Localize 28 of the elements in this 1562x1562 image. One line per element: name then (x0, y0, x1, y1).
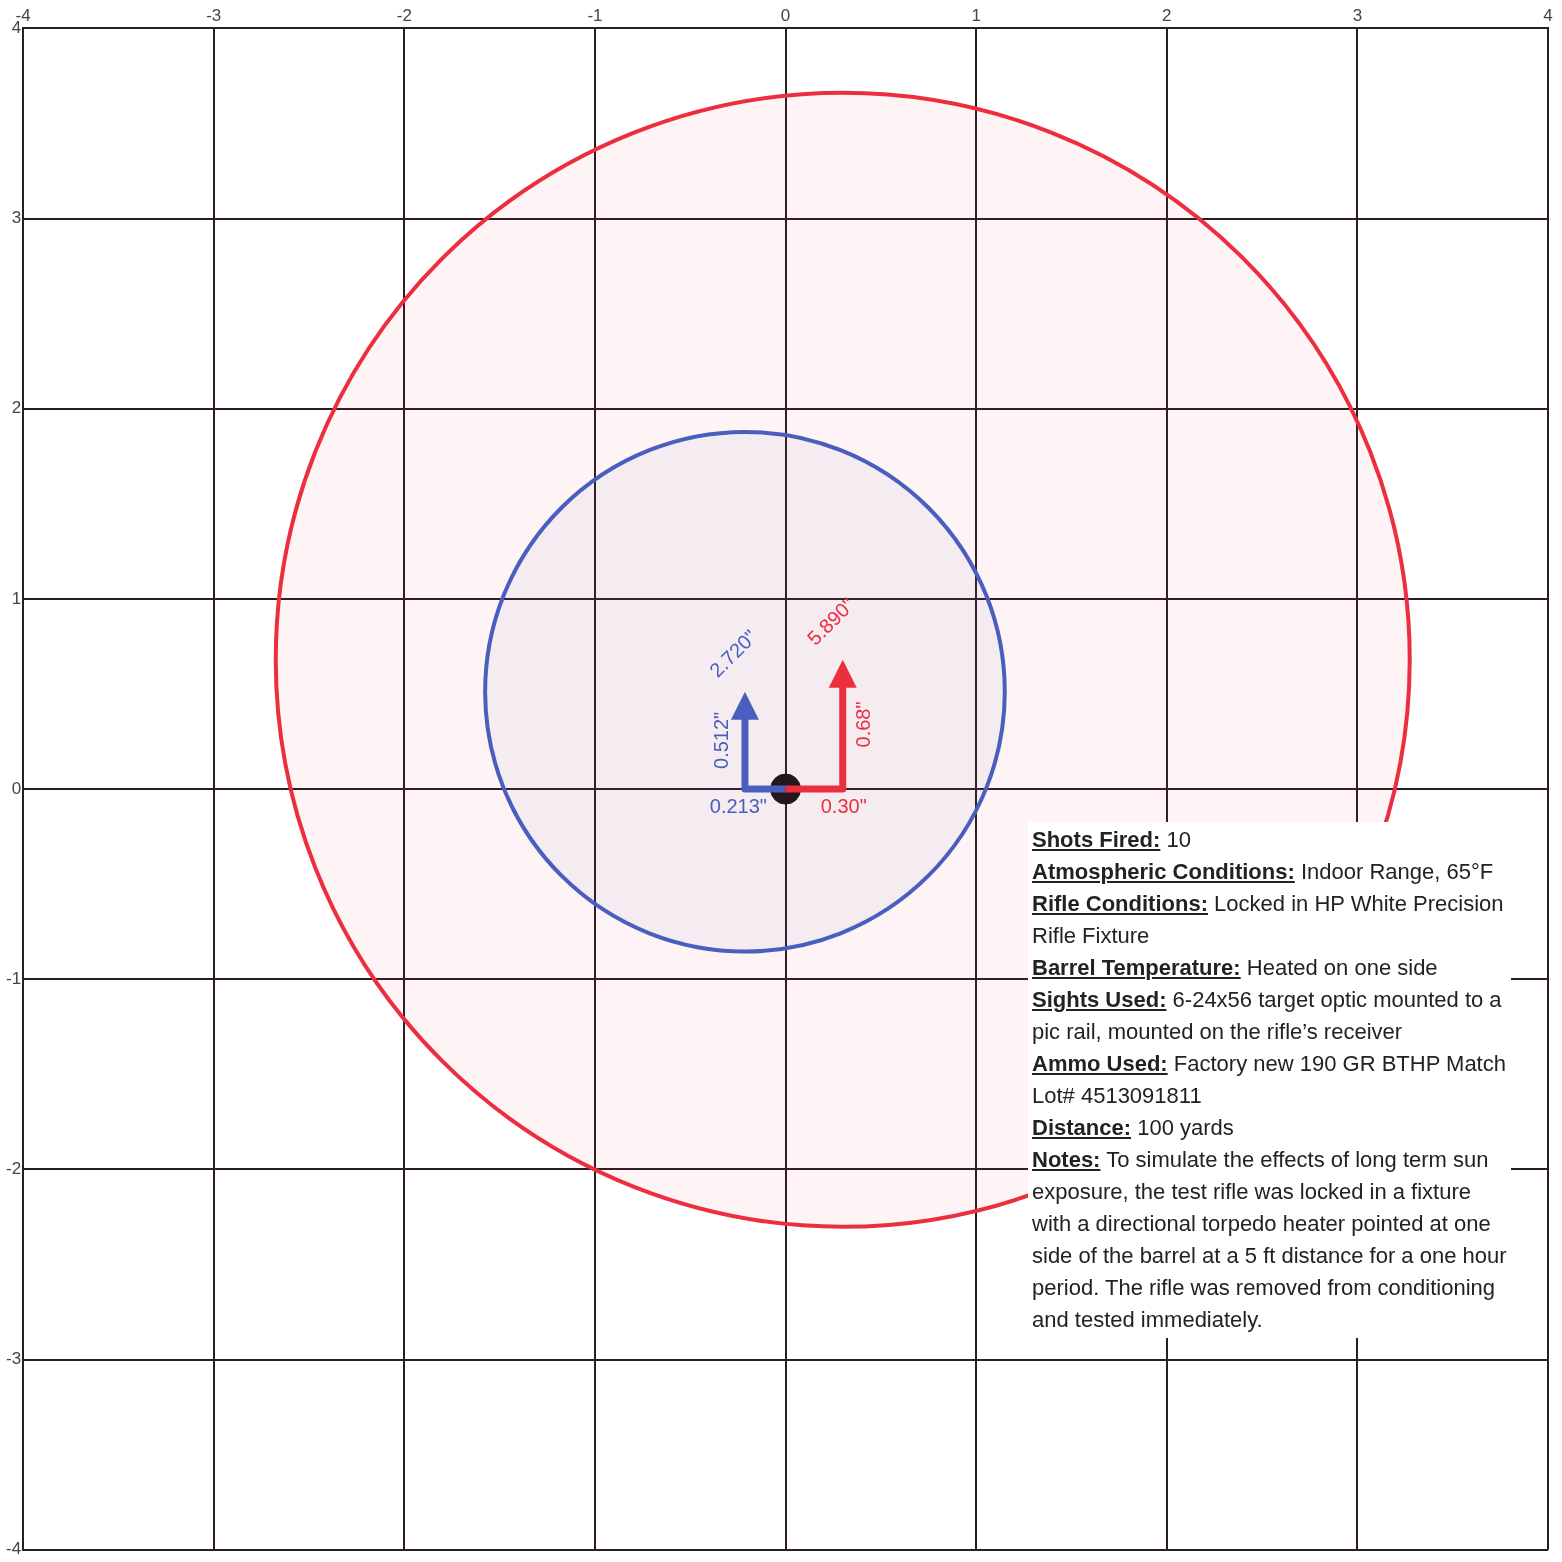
y-tick-label: -4 (5, 1539, 22, 1559)
y-tick-label: -1 (5, 968, 22, 988)
annotation: 0.512" (710, 711, 733, 769)
x-tick-label: 2 (1162, 5, 1172, 25)
y-tick-label: -3 (5, 1349, 22, 1369)
y-tick-label: 3 (11, 208, 22, 228)
annotation: Sights Used: 6-24x56 target optic mounted to a pic rail, mounted on the rifle’s receiver (1032, 986, 1503, 1046)
annotation: Distance: 100 yards (1032, 1114, 1235, 1142)
text: Rifle Conditions: Locked in HP White Precision Rifle Fixture (1032, 891, 1504, 948)
y-tick-label: 1 (11, 588, 22, 608)
annotation: Notes: To simulate the effects of long term sun exposure, the test rifle was locked in a fixture with a directional torpedo heater pointed at one side of the barrel at a 5 ft distance for a one hour period. The rifle was removed from conditioning and tested immediately. (1032, 1146, 1507, 1334)
x-tick-label: 3 (1352, 5, 1363, 25)
annotation: Shots Fired: 10 (1032, 826, 1192, 854)
annotation: Atmospheric Conditions: Indoor Range, 65°F (1032, 858, 1495, 886)
y-tick-label: -2 (5, 1159, 22, 1179)
annotation: Ammo Used: Factory new 190 GR BTHP Match Lot# 4513091811 (1032, 1050, 1507, 1110)
x-tick-label: 4 (1543, 5, 1553, 25)
x-tick-label: -2 (396, 5, 412, 25)
x-tick-label: -3 (206, 5, 222, 25)
y-tick-label: 2 (11, 398, 22, 418)
x-tick-label: -1 (587, 5, 603, 25)
annotation: Barrel Temperature: Heated on one side (1032, 954, 1439, 982)
x-tick-label: 1 (971, 5, 981, 25)
annotation: 0.68" (852, 701, 875, 748)
x-tick-label: 0 (780, 5, 791, 25)
annotation: 0.30" (820, 794, 867, 817)
y-tick-label: 0 (11, 778, 22, 798)
annotation: 0.213" (709, 794, 767, 817)
